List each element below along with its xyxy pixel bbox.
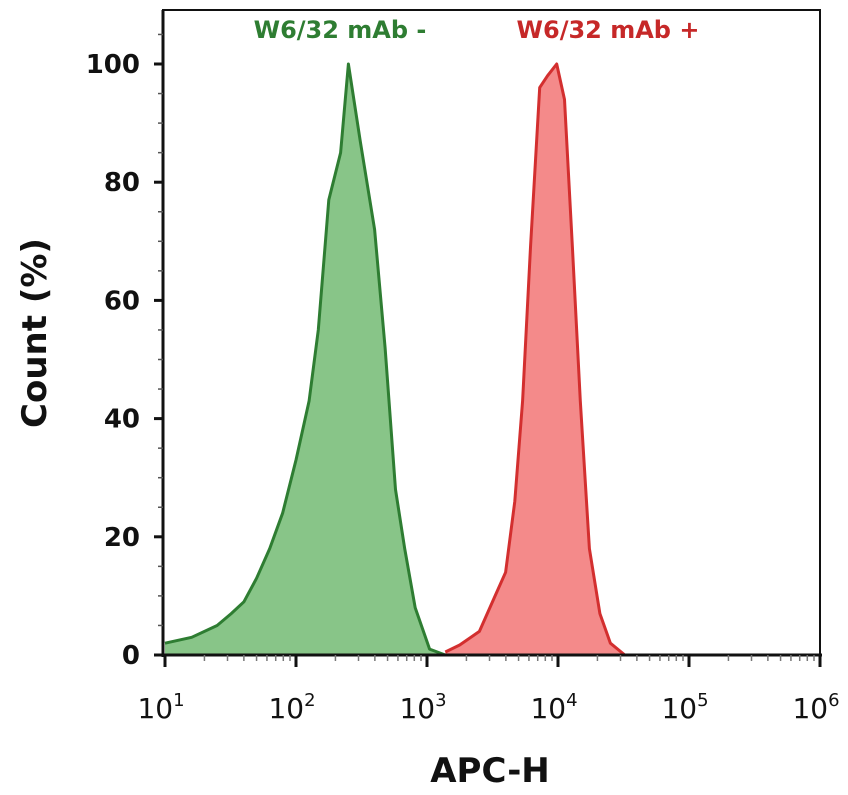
legend-label-positive: W6/32 mAb +	[517, 16, 700, 44]
x-tick-label: 104	[530, 690, 577, 725]
y-tick-label: 60	[104, 286, 140, 316]
plot-frame	[162, 9, 821, 656]
x-tick-label: 101	[137, 690, 184, 725]
y-axis-label: Count (%)	[15, 238, 55, 428]
y-tick-label: 40	[104, 405, 140, 435]
y-tick-label: 0	[122, 641, 140, 671]
x-tick-label: 105	[661, 690, 708, 725]
legend-label-negative: W6/32 mAb -	[254, 16, 427, 44]
series-fill-0	[165, 64, 446, 655]
x-tick-label: 103	[399, 690, 446, 725]
x-tick-label: 102	[268, 690, 315, 725]
series-fill-1	[445, 64, 625, 655]
x-tick-label: 106	[792, 690, 839, 725]
x-axis-label: APC-H	[430, 751, 550, 791]
y-tick-label: 80	[104, 168, 140, 198]
y-tick-label: 20	[104, 523, 140, 553]
series-line-0	[164, 62, 446, 657]
y-tick-label: 100	[86, 50, 140, 80]
series-line-1	[444, 62, 626, 657]
